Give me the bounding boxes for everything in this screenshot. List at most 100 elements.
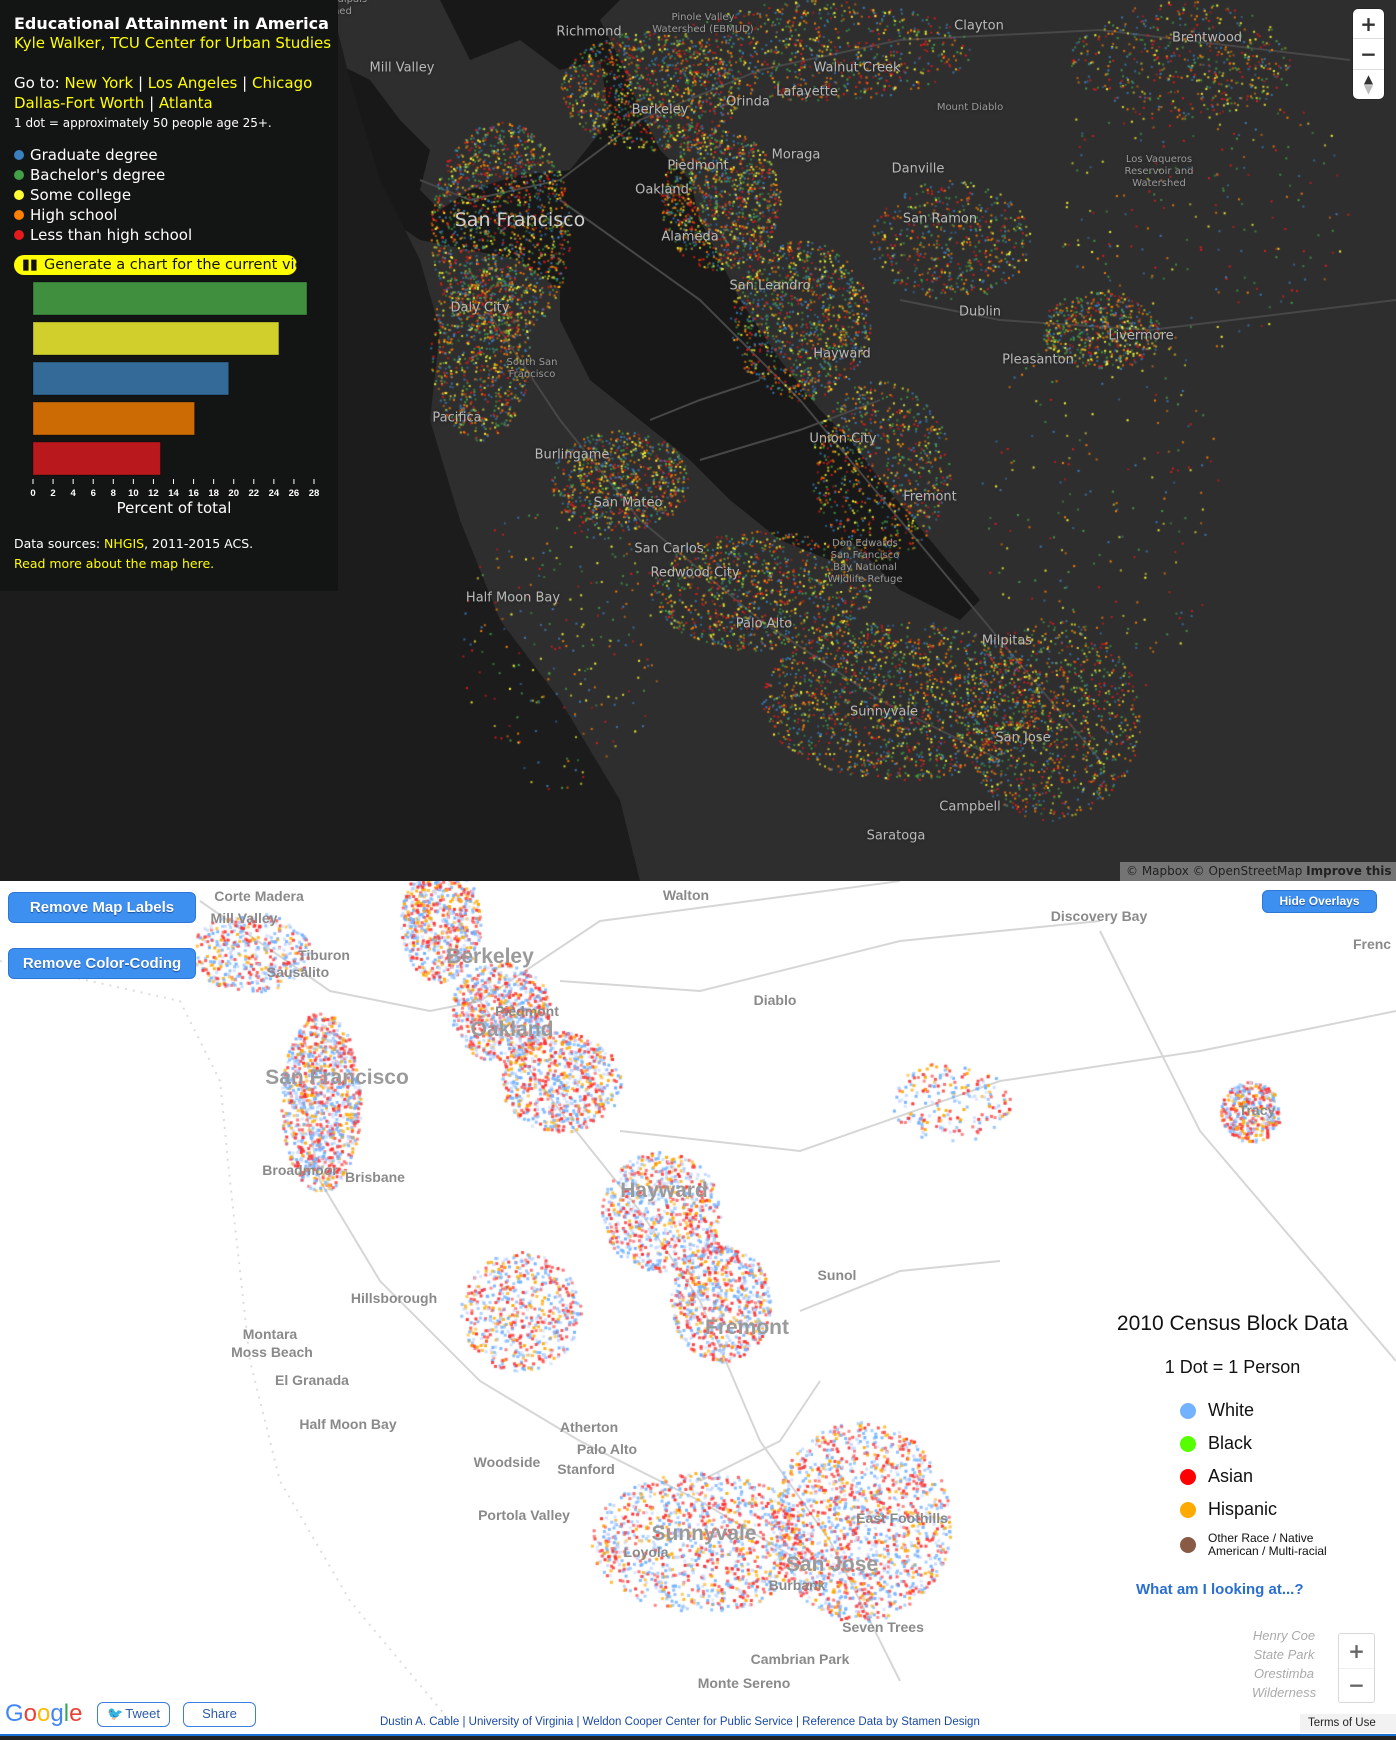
place-label: Daly City	[450, 300, 510, 316]
place-label: South San Francisco	[506, 357, 558, 380]
credit-author[interactable]: Dustin A. Cable	[380, 1716, 460, 1728]
credit-university[interactable]: University of Virginia	[468, 1716, 574, 1728]
place-label: Half Moon Bay	[465, 590, 561, 606]
legend-dot-icon	[14, 210, 24, 220]
link-chicago[interactable]: Chicago	[252, 74, 313, 92]
bar-high-school	[32, 401, 196, 436]
legend-item: Bachelor's degree	[14, 166, 165, 184]
x-tick-label: 16	[188, 488, 199, 499]
share-button[interactable]: Share	[183, 1702, 256, 1727]
credit-stamen[interactable]: Reference Data by Stamen Design	[802, 1716, 980, 1728]
place-label: Pleasanton	[1002, 352, 1074, 368]
x-tick-label: 12	[148, 488, 159, 499]
place-label: San Francisco	[265, 1066, 409, 1089]
bar-chart-icon: ▮▮	[22, 257, 38, 273]
dot-note: 1 dot = approximately 50 people age 25+.	[14, 116, 272, 130]
place-label: Richmond	[556, 24, 622, 40]
race-label: Other Race / Native American / Multi-rac…	[1208, 1531, 1327, 1558]
place-label: Walton	[662, 887, 710, 903]
mapbox-attribution[interactable]: © Mapbox	[1126, 864, 1189, 878]
osm-attribution[interactable]: © OpenStreetMap	[1192, 864, 1303, 878]
place-label: Hayward	[813, 346, 871, 362]
bar-some-college	[32, 321, 280, 356]
read-more-link[interactable]: Read more about the map here.	[14, 556, 215, 571]
place-label: San Francisco	[454, 209, 586, 231]
place-label: Tracy	[1238, 1102, 1276, 1118]
link-atlanta[interactable]: Atlanta	[158, 94, 213, 112]
legend-panel: Educational Attainment in America Kyle W…	[0, 0, 338, 591]
racial-dot-map[interactable]: Corte Madera Mill Valley Walton Discovery B…	[0, 881, 1396, 1740]
x-tick-label: 20	[228, 488, 239, 499]
place-label: Discovery Bay	[1050, 908, 1148, 924]
race-dot-icon	[1180, 1402, 1196, 1419]
race-label: Asian	[1208, 1466, 1254, 1486]
nhgis-link[interactable]: NHGIS	[104, 536, 145, 551]
place-label: Berkeley	[446, 945, 534, 968]
sources-text: , 2011-2015 ACS.	[144, 536, 254, 551]
link-los-angeles[interactable]: Los Angeles	[147, 74, 238, 92]
separator: |	[137, 74, 143, 92]
place-label: Lafayette	[776, 84, 838, 100]
place-label: San Carlos	[634, 541, 704, 557]
x-tick-label: 0	[30, 488, 35, 499]
improve-map-link[interactable]: Improve this map	[1306, 864, 1396, 878]
generate-chart-label: Generate a chart for the current view	[43, 257, 297, 273]
legend-dot-icon	[14, 190, 24, 200]
zoom-out-button[interactable]: −	[1348, 1673, 1365, 1698]
place-label: Cambrian Park	[750, 1651, 850, 1667]
bar-graduate-degree	[32, 361, 230, 396]
terms-of-use-link[interactable]: Terms of Use	[1300, 1714, 1396, 1733]
legend-label: Bachelor's degree	[30, 166, 166, 184]
place-label: Oakland	[635, 182, 689, 198]
x-tick-label: 18	[208, 488, 219, 499]
race-legend-item: Asian	[1180, 1466, 1253, 1487]
x-tick-label: 28	[309, 488, 320, 499]
place-label: Mount Diablo	[936, 102, 1004, 113]
place-label: Corte Madera	[214, 888, 304, 904]
education-dot-map[interactable]: Richmond Berkeley Oakland San Francisco Alam…	[0, 0, 1396, 881]
place-label: Burlingame	[534, 447, 610, 463]
place-label: Atherton	[559, 1419, 619, 1435]
place-label: Half Moon Bay	[299, 1416, 397, 1432]
place-label: Clayton	[954, 18, 1004, 34]
remove-color-coding-button[interactable]: Remove Color-Coding	[8, 948, 196, 979]
place-label: Dublin	[959, 304, 1001, 320]
remove-map-labels-button[interactable]: Remove Map Labels	[8, 892, 196, 923]
hide-overlays-button[interactable]: Hide Overlays	[1262, 890, 1377, 913]
place-label: Piedmont	[667, 158, 729, 174]
place-label: Saratoga	[866, 828, 926, 844]
generate-chart-button[interactable]: ▮▮ Generate a chart for the current view	[14, 255, 297, 275]
place-label: Moraga	[771, 147, 821, 163]
place-label: Woodside	[473, 1454, 541, 1470]
x-tick-label: 2	[50, 488, 55, 499]
place-label: Berkeley	[631, 102, 689, 118]
place-label: Fremont	[705, 1316, 789, 1339]
credit-weldon-cooper[interactable]: Weldon Cooper Center for Public Service	[582, 1716, 793, 1728]
bottom-map-zoom-controls: + −	[1339, 1634, 1374, 1702]
x-axis-label: Percent of total	[117, 499, 232, 517]
race-legend-item: White	[1180, 1400, 1254, 1421]
link-dallas-fort-worth[interactable]: Dallas-Fort Worth	[14, 94, 145, 112]
bottom-border	[0, 1734, 1396, 1736]
place-label: Pinole Valley Watershed (EBMUD)	[652, 12, 754, 35]
race-label: Hispanic	[1208, 1499, 1278, 1519]
zoom-in-button[interactable]: +	[1339, 1634, 1374, 1669]
bar-less-than-high-school	[32, 441, 161, 476]
what-am-i-looking-at-link[interactable]: What am I looking at...?	[1136, 1581, 1304, 1598]
place-label: Sunol	[817, 1267, 857, 1283]
place-label: Burbank	[768, 1577, 826, 1593]
legend-item: High school	[14, 206, 117, 224]
zoom-in-button[interactable]: +	[1360, 11, 1377, 36]
race-dot-icon	[1180, 1435, 1196, 1452]
tweet-button[interactable]: 🐦 Tweet	[97, 1702, 170, 1727]
place-label: Diablo	[753, 992, 797, 1008]
compass-icon[interactable]: ▲ ▼	[1363, 72, 1374, 97]
place-label: Oakland	[470, 1018, 554, 1041]
place-label: Orinda	[726, 94, 770, 110]
x-tick-label: 6	[91, 488, 96, 499]
place-label: Los Vaqueros Reservoir and Watershed	[1124, 154, 1194, 189]
zoom-out-button[interactable]: −	[1353, 38, 1384, 70]
census-legend-title: 2010 Census Block Data	[1116, 1312, 1349, 1335]
sources-label: Data sources:	[14, 536, 101, 551]
link-new-york[interactable]: New York	[64, 74, 134, 92]
